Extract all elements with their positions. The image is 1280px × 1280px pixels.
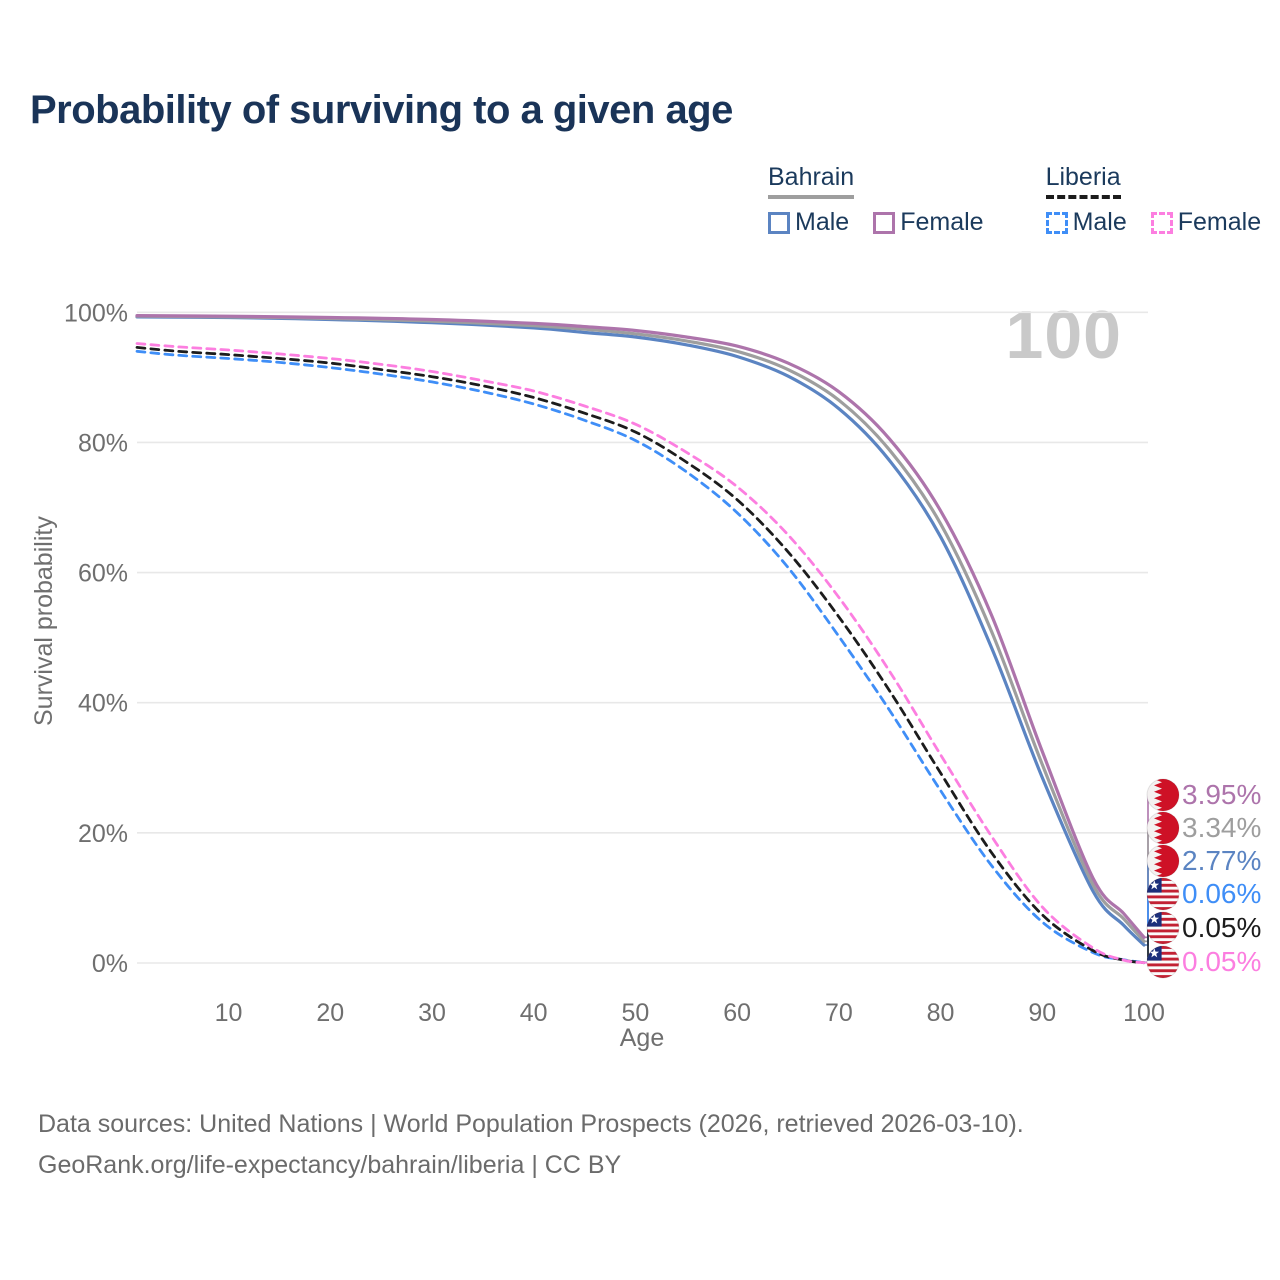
end-value-label: 0.05% bbox=[1182, 912, 1261, 943]
flag-icon-liberia bbox=[1146, 877, 1180, 911]
end-value-label: 3.95% bbox=[1182, 779, 1261, 810]
flag-icon-bahrain bbox=[1146, 811, 1180, 845]
x-tick-label: 100 bbox=[1123, 999, 1165, 1027]
series-line-liberia-male[interactable] bbox=[135, 349, 1146, 964]
flag-icon-bahrain bbox=[1146, 778, 1180, 812]
legend-header-bahrain: Bahrain bbox=[768, 163, 855, 199]
data-sources-line: Data sources: United Nations | World Pop… bbox=[38, 1110, 1024, 1138]
series-line-bahrain-both[interactable] bbox=[135, 314, 1146, 943]
legend-item-liberia-female[interactable]: Female bbox=[1150, 208, 1262, 237]
x-tick-label: 80 bbox=[927, 999, 955, 1027]
flag-icon-bahrain bbox=[1146, 844, 1180, 878]
series-line-liberia-both[interactable] bbox=[135, 346, 1146, 965]
legend-item-liberia-male[interactable]: Male bbox=[1045, 208, 1127, 237]
x-axis-title: Age bbox=[619, 1024, 665, 1052]
line-swatch-icon bbox=[1045, 211, 1068, 234]
legend-item-label: Male bbox=[1072, 208, 1127, 236]
legend-item-label: Female bbox=[1177, 208, 1262, 236]
y-tick-label: 20% bbox=[78, 820, 128, 848]
legend-item-label: Female bbox=[900, 208, 984, 236]
legend-item-bahrain-male[interactable]: Male bbox=[768, 208, 849, 237]
x-tick-label: 30 bbox=[418, 999, 446, 1027]
x-tick-label: 10 bbox=[215, 999, 243, 1027]
end-value-label: 3.34% bbox=[1182, 812, 1261, 843]
end-value-label: 2.77% bbox=[1182, 845, 1261, 876]
line-swatch-icon bbox=[1150, 211, 1173, 234]
page-title: Probability of surviving to a given age bbox=[30, 88, 733, 132]
y-tick-label: 40% bbox=[78, 690, 128, 718]
x-tick-label: 20 bbox=[316, 999, 344, 1027]
x-tick-label: 70 bbox=[825, 999, 853, 1027]
x-tick-label: 60 bbox=[723, 999, 751, 1027]
age-counter-watermark: 100 bbox=[1005, 297, 1122, 373]
legend-item-bahrain-female[interactable]: Female bbox=[873, 208, 984, 237]
x-tick-label: 40 bbox=[520, 999, 548, 1027]
legend-items-liberia: Male Female bbox=[1045, 208, 1262, 237]
legend-items-bahrain: Male Female bbox=[768, 208, 984, 237]
end-value-label: 0.05% bbox=[1182, 946, 1261, 977]
y-tick-label: 100% bbox=[64, 299, 128, 327]
legend-header-liberia: Liberia bbox=[1045, 163, 1121, 199]
legend-group-liberia: Liberia Male Female bbox=[1045, 163, 1262, 237]
footer-note: Data sources: United Nations | World Pop… bbox=[38, 1104, 1024, 1186]
legend: Bahrain Male Female Liberia Male bbox=[768, 163, 1261, 237]
series-line-bahrain-female[interactable] bbox=[135, 314, 1146, 939]
end-value-label: 0.06% bbox=[1182, 878, 1261, 909]
series-line-liberia-female[interactable] bbox=[135, 342, 1146, 965]
legend-group-bahrain: Bahrain Male Female bbox=[768, 163, 984, 237]
line-swatch-icon bbox=[768, 211, 790, 234]
legend-item-label: Male bbox=[795, 208, 850, 236]
flag-icon-liberia bbox=[1146, 911, 1180, 945]
line-swatch-icon bbox=[873, 211, 896, 234]
attribution-line: GeoRank.org/life-expectancy/bahrain/libe… bbox=[38, 1151, 622, 1179]
y-tick-label: 80% bbox=[78, 429, 128, 457]
x-tick-label: 50 bbox=[622, 999, 650, 1027]
y-tick-label: 0% bbox=[92, 950, 128, 978]
y-tick-label: 60% bbox=[78, 560, 128, 588]
x-tick-label: 90 bbox=[1028, 999, 1056, 1027]
flag-icon-liberia bbox=[1146, 945, 1180, 979]
